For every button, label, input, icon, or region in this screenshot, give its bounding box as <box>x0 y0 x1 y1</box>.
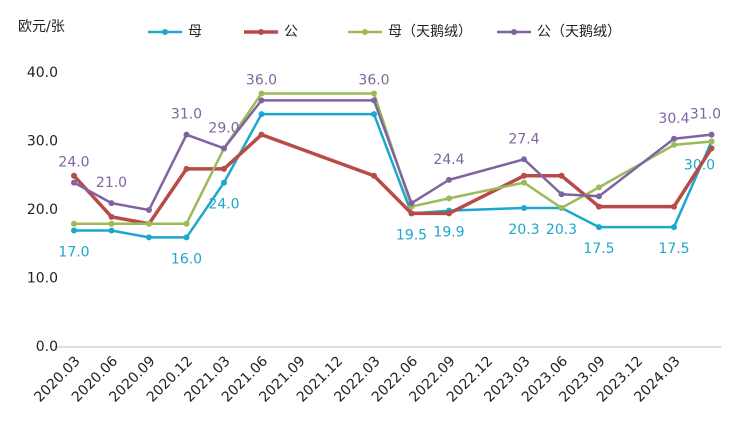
data-point <box>371 111 377 118</box>
data-label: 36.0 <box>358 72 389 88</box>
data-label: 36.0 <box>246 72 277 88</box>
data-point <box>371 97 377 104</box>
legend-label: 母 <box>188 24 202 40</box>
data-point <box>71 172 77 179</box>
data-point <box>371 172 377 179</box>
data-point <box>446 195 452 202</box>
data-label: 19.5 <box>396 227 427 243</box>
data-point <box>221 179 227 186</box>
data-point <box>221 145 227 152</box>
data-point <box>71 227 77 234</box>
data-point <box>596 184 602 191</box>
data-point <box>708 138 715 145</box>
data-point <box>146 234 152 241</box>
data-point <box>708 131 715 138</box>
data-label: 20.3 <box>546 222 577 238</box>
data-label: 17.5 <box>583 241 614 257</box>
data-point <box>183 234 190 241</box>
data-point <box>183 131 190 138</box>
data-point <box>596 193 602 200</box>
data-point <box>146 207 152 213</box>
data-point <box>558 191 565 198</box>
data-point <box>671 203 677 210</box>
data-point <box>258 90 265 97</box>
data-point <box>108 227 115 234</box>
data-point <box>183 220 190 227</box>
data-point <box>371 90 377 97</box>
legend-label: 公 <box>284 24 298 40</box>
data-point <box>558 172 565 179</box>
data-point <box>596 203 602 210</box>
data-point <box>671 224 677 231</box>
legend-label: 公（天鹅绒） <box>537 23 621 40</box>
data-label: 17.0 <box>58 245 89 261</box>
data-label: 17.5 <box>658 241 689 257</box>
data-label: 31.0 <box>171 107 202 123</box>
data-point <box>708 145 715 152</box>
data-point <box>108 200 115 207</box>
data-point <box>71 179 77 186</box>
data-point <box>408 200 415 207</box>
data-point <box>521 172 527 179</box>
series-line <box>74 92 712 225</box>
legend-marker <box>258 29 264 35</box>
series-line <box>74 112 713 239</box>
data-point <box>521 204 527 211</box>
data-point <box>108 213 115 220</box>
data-point <box>596 224 602 231</box>
data-point <box>408 210 415 217</box>
y-tick-label: 40.0 <box>27 65 58 81</box>
data-label: 29.0 <box>208 120 239 136</box>
data-point <box>446 210 452 217</box>
y-axis-label: 欧元/张 <box>18 19 65 35</box>
data-point <box>446 176 452 183</box>
data-label: 16.0 <box>171 251 202 267</box>
data-point <box>108 220 115 227</box>
data-point <box>71 220 77 227</box>
data-point <box>671 141 677 148</box>
legend-label: 母（天鹅绒） <box>388 23 472 40</box>
legend-marker <box>362 29 368 35</box>
y-tick-label: 30.0 <box>27 134 58 150</box>
data-label: 21.0 <box>96 175 127 191</box>
data-point <box>258 111 265 118</box>
data-label: 31.0 <box>690 107 721 123</box>
data-point <box>521 179 527 186</box>
data-label: 24.0 <box>58 155 89 171</box>
legend-marker <box>511 29 517 35</box>
series-line <box>72 132 713 226</box>
data-point <box>183 165 190 172</box>
y-tick-label: 20.0 <box>27 202 58 218</box>
data-label: 27.4 <box>508 131 539 147</box>
data-point <box>258 131 265 138</box>
data-point <box>671 135 677 142</box>
series-line <box>73 99 712 212</box>
data-point <box>558 204 565 211</box>
y-tick-label: 0.0 <box>36 339 58 355</box>
data-label: 24.0 <box>208 197 239 213</box>
y-tick-label: 10.0 <box>27 271 58 287</box>
data-point <box>146 220 152 227</box>
data-label: 24.4 <box>433 152 464 168</box>
data-label: 30.4 <box>658 111 689 127</box>
data-point <box>258 97 265 104</box>
data-label: 19.9 <box>433 225 464 241</box>
data-point <box>521 156 527 163</box>
legend-marker <box>162 29 168 35</box>
data-label: 20.3 <box>508 222 539 238</box>
data-point <box>221 165 227 172</box>
